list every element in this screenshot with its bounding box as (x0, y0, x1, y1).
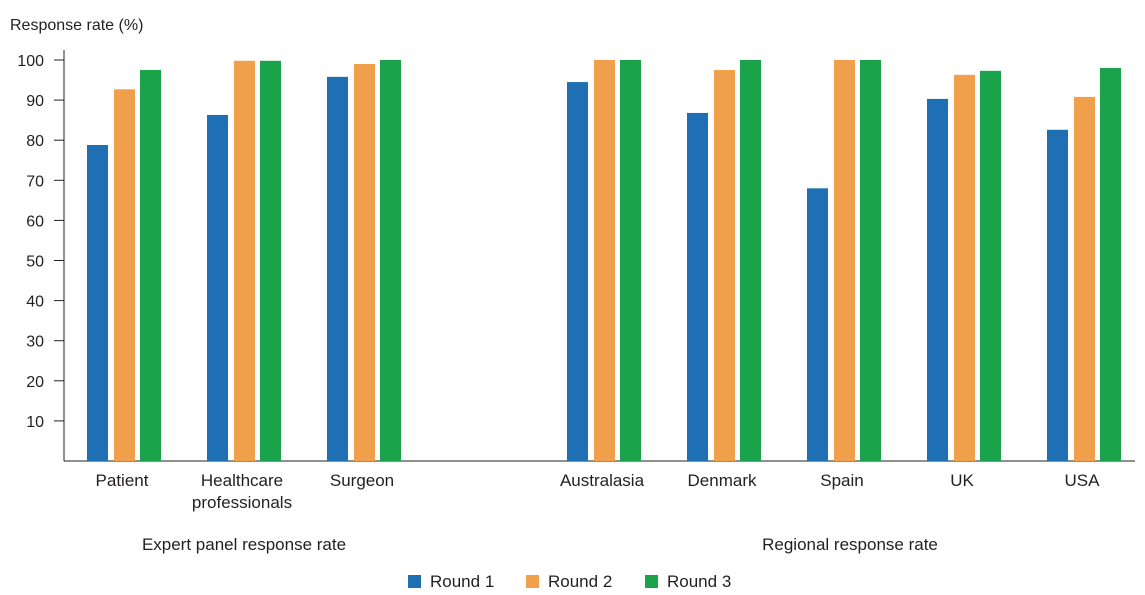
y-tick-label: 90 (26, 93, 44, 110)
bar-round-2 (1074, 96, 1095, 461)
bar-round-2 (354, 64, 375, 461)
x-tick-label: Denmark (688, 471, 757, 490)
bar-round-3 (980, 70, 1001, 462)
bar-round-3 (1100, 68, 1121, 462)
x-tick-label: Spain (820, 471, 863, 490)
y-tick-label: 50 (26, 254, 44, 271)
group-labels: Expert panel response rate Regional respo… (142, 535, 938, 554)
bar-round-1 (1047, 129, 1068, 462)
bars (87, 60, 1121, 462)
bar-round-2 (234, 60, 255, 461)
group-label: Expert panel response rate (142, 535, 346, 554)
y-tick-label: 10 (26, 414, 44, 431)
x-tick-label: Australasia (560, 471, 645, 490)
bar-round-3 (260, 60, 281, 461)
y-tick-label: 20 (26, 374, 44, 391)
x-tick-label: Surgeon (330, 471, 394, 490)
bar-round-3 (740, 60, 761, 461)
y-axis: 10 20 30 40 50 60 70 80 90 100 (17, 50, 65, 461)
y-tick-label: 80 (26, 133, 44, 150)
bar-round-2 (594, 60, 615, 461)
legend-label: Round 3 (667, 572, 731, 591)
bar-round-3 (860, 60, 881, 461)
legend: Round 1 Round 2 Round 3 (408, 572, 731, 591)
bar-round-1 (207, 114, 228, 461)
y-tick-label: 40 (26, 294, 44, 311)
bar-round-1 (807, 188, 828, 461)
bar-round-3 (620, 60, 641, 461)
bar-round-2 (714, 70, 735, 462)
category-labels: Patient Healthcare professionals Surgeon Aus… (96, 471, 1101, 512)
x-tick-label: UK (950, 471, 974, 490)
x-tick-label: USA (1065, 471, 1101, 490)
bar-round-1 (927, 98, 948, 461)
bar-round-3 (140, 70, 161, 462)
bar-round-1 (687, 112, 708, 461)
bar-round-2 (114, 89, 135, 461)
y-axis-title: Response rate (%) (10, 17, 143, 34)
legend-swatch (526, 575, 539, 588)
x-tick-label: Patient (96, 471, 149, 490)
y-tick-label: 60 (26, 213, 44, 230)
legend-label: Round 1 (430, 572, 494, 591)
legend-swatch (408, 575, 421, 588)
bar-round-1 (327, 76, 348, 461)
x-tick-label: Healthcare professionals (192, 471, 292, 512)
legend-swatch (645, 575, 658, 588)
y-tick-label: 70 (26, 173, 44, 190)
bar-round-2 (834, 60, 855, 461)
group-label: Regional response rate (762, 535, 938, 554)
y-tick-label: 30 (26, 334, 44, 351)
bar-round-2 (954, 74, 975, 461)
legend-label: Round 2 (548, 572, 612, 591)
bar-round-3 (380, 60, 401, 461)
bar-round-1 (567, 82, 588, 462)
y-tick-label: 100 (17, 53, 44, 70)
bar-round-1 (87, 145, 108, 461)
